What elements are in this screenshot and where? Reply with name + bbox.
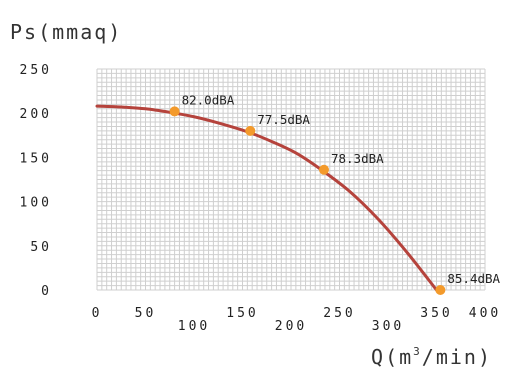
data-point-label: 82.0dBA (182, 92, 235, 107)
data-point (245, 125, 256, 136)
x-tick-label: 250 (323, 306, 355, 321)
y-tick-label: 150 (20, 151, 52, 166)
y-tick-label: 200 (20, 107, 52, 122)
x-tick-label: 300 (372, 319, 404, 334)
x-tick-label: 100 (178, 319, 210, 334)
pressure-curve (95, 104, 438, 292)
data-points: 82.0dBA 77.5dBA 78.3dBA 85.4dBA (169, 92, 501, 295)
x-tick-label: 350 (420, 306, 452, 321)
x-tick-labels: 0 50 100 150 200 250 300 350 400 (92, 306, 501, 334)
y-tick-labels: 250 200 150 100 50 0 (20, 63, 52, 299)
data-point (318, 164, 329, 175)
x-tick-label: 0 (92, 306, 103, 321)
y-tick-label: 250 (20, 63, 52, 78)
x-tick-label: 150 (226, 306, 258, 321)
data-point-label: 85.4dBA (447, 271, 500, 286)
data-point-label: 77.5dBA (257, 112, 310, 127)
x-tick-label: 50 (135, 306, 157, 321)
data-point-label: 78.3dBA (331, 151, 384, 166)
x-tick-label: 400 (469, 306, 501, 321)
data-point (435, 285, 446, 295)
plot-grid (96, 68, 486, 291)
x-tick-label: 200 (275, 319, 307, 334)
data-point (169, 106, 180, 117)
y-axis-title: Ps(mmaq) (10, 20, 122, 44)
x-axis-title: Q(m3/min) (371, 345, 492, 369)
y-tick-label: 100 (20, 196, 52, 211)
y-tick-label: 50 (30, 240, 52, 255)
y-tick-label: 0 (41, 284, 52, 299)
